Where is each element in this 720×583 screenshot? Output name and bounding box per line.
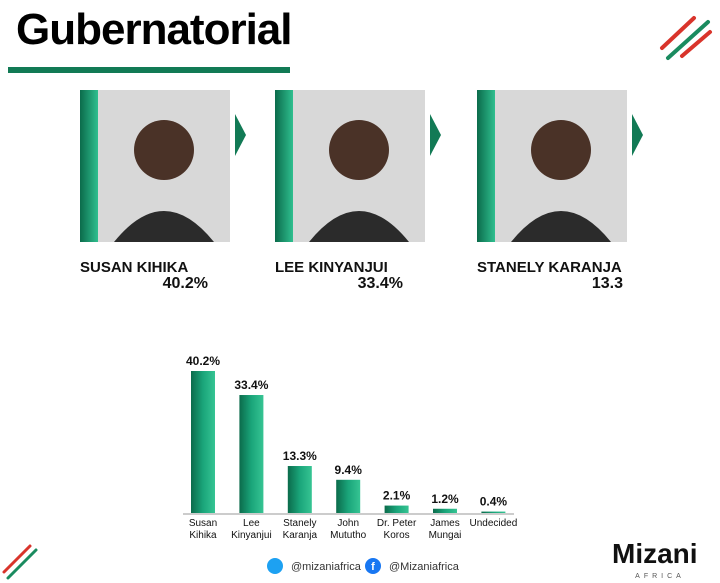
photo-body [114,211,214,242]
title-underline [8,67,290,73]
photo-stripe [477,90,495,242]
logo: Mizani [612,538,698,569]
candidate-share: 33.4% [358,275,403,292]
candidate-name: STANELY KARANJA [477,259,622,276]
candidate-share: 40.2% [163,275,208,292]
candidate-share: 13.3 [592,275,623,292]
x-tick-label: John Mututho [330,518,367,541]
facebook-handle: @Mizaniafrica [389,561,460,573]
value-label: 0.4% [480,495,508,509]
candidate-name: LEE KINYANJUI [275,259,388,276]
photo-head [329,120,389,180]
facebook-icon: f [365,558,381,574]
x-tick-label: Stanely Karanja [282,518,318,541]
bar [336,479,361,513]
photo-head [531,120,591,180]
photo-body [511,211,611,242]
bar [433,508,457,513]
value-label: 2.1% [383,489,411,503]
x-tick-label: Lee Kinyanjui [231,518,272,541]
photo-stripe [80,90,98,242]
twitter-handle: @mizaniafrica [291,561,362,573]
x-tick-label: James Mungai [428,518,462,541]
value-label: 33.4% [234,378,268,392]
value-label: 9.4% [335,463,363,477]
bar [191,371,215,513]
x-tick-label: Dr. Peter Koros [376,518,417,541]
candidate-name: SUSAN KIHIKA [80,259,189,276]
value-label: 13.3% [283,449,317,463]
arrow [235,114,246,156]
bar [239,395,264,513]
bar [384,505,409,513]
photo-body [309,211,409,242]
photo-head [134,120,194,180]
value-label: 1.2% [431,492,459,506]
bar [481,511,506,513]
page-title: Gubernatorial [16,5,292,54]
photo-stripe [275,90,293,242]
value-label: 40.2% [186,354,220,368]
svg-text:f: f [371,561,375,573]
x-tick-label: Undecided [469,518,518,529]
logo-sub: AFRICA [635,573,685,580]
bar [287,466,312,513]
corner-stripes [2,16,712,580]
arrow [430,114,441,156]
arrow [632,114,643,156]
x-tick-label: Susan Kihika [188,518,218,541]
twitter-icon [267,558,283,574]
